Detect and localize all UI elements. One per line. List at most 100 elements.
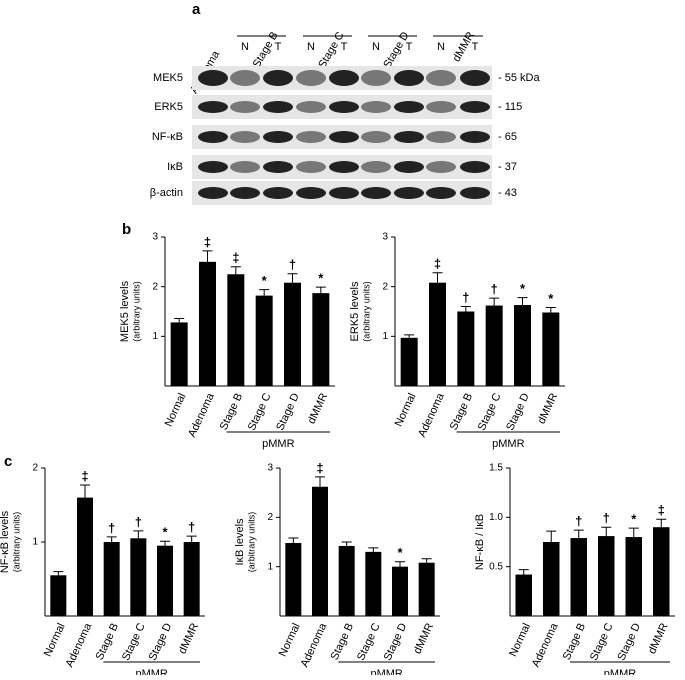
error-bar <box>186 535 197 542</box>
y-tick-label: 2 <box>32 463 38 474</box>
error-bar <box>460 306 471 312</box>
band <box>198 131 228 143</box>
bar <box>457 311 475 386</box>
error-bar <box>315 286 326 294</box>
band <box>426 70 456 86</box>
significance-mark: * <box>520 281 526 296</box>
bar <box>515 574 532 616</box>
lane-label: N <box>437 41 445 53</box>
x-tick-label: Stage C <box>588 621 616 662</box>
y-tick-label: 2 <box>382 281 388 292</box>
size-label: - 37 <box>498 161 517 173</box>
band <box>460 131 490 143</box>
x-tick-label: Adenoma <box>186 391 217 440</box>
x-tick-label: Stage D <box>382 621 410 662</box>
x-tick-label: Stage D <box>504 391 532 432</box>
band <box>361 70 391 86</box>
bar <box>77 497 93 616</box>
group-label: pMMR <box>492 438 524 450</box>
bar <box>418 562 435 616</box>
y-tick-label: 2 <box>267 512 273 523</box>
band <box>394 161 424 173</box>
error-bar <box>106 536 117 542</box>
significance-mark: * <box>262 273 268 288</box>
x-tick-label: Adenoma <box>416 391 447 440</box>
y-tick-label: 0.5 <box>489 561 503 572</box>
band <box>460 187 490 199</box>
bar <box>157 545 173 616</box>
band <box>361 101 391 113</box>
size-label: - 65 <box>498 131 517 143</box>
x-tick-label: Adenoma <box>299 621 330 670</box>
significance-mark: ‡ <box>204 234 211 249</box>
x-tick-label: Adenoma <box>530 621 561 670</box>
bar <box>103 542 120 616</box>
error-bar <box>546 530 557 542</box>
y-axis-label: NF-κB levels <box>0 510 11 573</box>
band <box>361 187 391 199</box>
significance-mark: † <box>108 520 115 535</box>
y-axis-sublabel: (arbitrary units) <box>11 512 21 573</box>
band <box>329 131 359 143</box>
bar <box>653 527 670 616</box>
y-tick-label: 2 <box>152 281 158 292</box>
x-tick-label: Stage B <box>218 391 245 432</box>
y-tick-label: 1 <box>267 561 273 572</box>
y-tick-label: 1.0 <box>489 512 503 523</box>
size-label: - 115 <box>498 101 522 113</box>
significance-mark: † <box>491 282 498 297</box>
bar <box>429 282 446 386</box>
band <box>460 70 490 86</box>
band <box>263 161 293 173</box>
protein-label: MEK5 <box>153 72 183 84</box>
band <box>198 161 228 173</box>
significance-mark: ‡ <box>232 250 239 265</box>
band <box>329 101 359 113</box>
significance-mark: ‡ <box>316 460 323 475</box>
lane-label: N <box>372 41 380 53</box>
bar <box>284 282 301 386</box>
error-bar <box>259 289 270 296</box>
band <box>296 101 326 113</box>
bar <box>312 486 328 616</box>
y-tick-label: 3 <box>152 232 158 243</box>
bar <box>485 305 503 386</box>
bar <box>400 337 418 386</box>
bar <box>598 536 615 616</box>
error-bar <box>518 569 529 575</box>
band <box>361 131 391 143</box>
bar <box>570 538 587 616</box>
band <box>426 161 456 173</box>
significance-mark: * <box>162 525 168 540</box>
band <box>230 131 260 143</box>
significance-mark: * <box>548 291 554 306</box>
significance-mark: † <box>575 514 582 529</box>
size-label: - 43 <box>498 187 517 199</box>
band <box>198 187 228 199</box>
group-label: pMMR <box>370 668 402 675</box>
error-bar <box>230 266 241 275</box>
y-axis-sublabel: (arbitrary units) <box>131 281 141 342</box>
x-tick-label: Stage B <box>329 621 356 662</box>
bar <box>392 566 408 616</box>
band <box>394 70 424 86</box>
band <box>394 101 424 113</box>
y-axis-label: ERK5 levels <box>349 281 361 341</box>
protein-label: NF-κB <box>152 131 183 143</box>
group-label: pMMR <box>262 438 294 450</box>
y-tick-label: 1 <box>152 331 158 342</box>
bar <box>255 295 273 386</box>
x-tick-label: Normal <box>507 621 533 658</box>
bar <box>170 322 188 386</box>
x-tick-label: Stage B <box>561 621 588 662</box>
significance-mark: * <box>397 545 403 560</box>
error-bar <box>53 571 64 576</box>
x-tick-label: Stage D <box>147 621 175 662</box>
x-tick-label: Normal <box>393 391 419 428</box>
error-bar <box>628 527 639 538</box>
lane-label: N <box>307 41 315 53</box>
error-bar <box>174 317 185 323</box>
bar <box>338 545 355 616</box>
error-bar <box>80 484 90 498</box>
